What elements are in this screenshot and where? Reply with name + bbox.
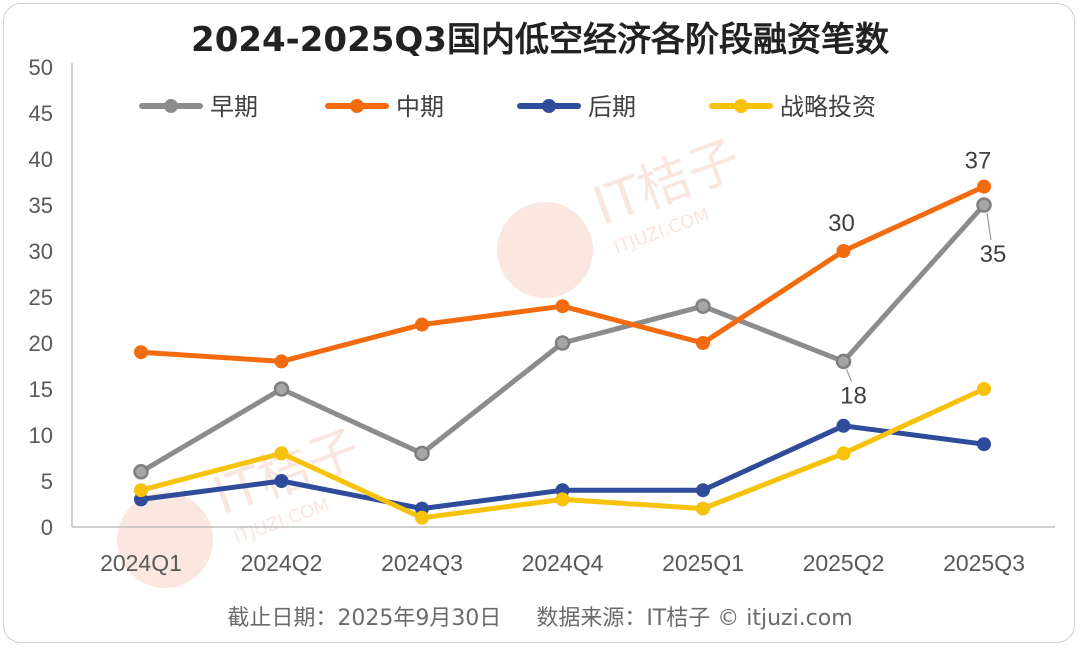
series-0 [133,197,992,480]
legend-label: 战略投资 [780,93,876,121]
legend-label: 中期 [396,93,444,121]
data-point [555,492,570,507]
y-tick-label: 50 [29,55,53,80]
annotation-group: 30 37 18 35 [828,148,1006,410]
data-label: 35 [980,241,1007,268]
data-point [696,501,710,516]
legend-marker [542,99,556,113]
y-tick-label: 30 [29,239,53,264]
data-label: 37 [965,148,992,175]
data-point [977,179,991,194]
legend-marker [164,99,178,113]
data-point [414,445,430,462]
data-label: 18 [840,382,867,409]
data-point [133,464,149,480]
data-point [555,299,570,314]
data-point [977,382,991,396]
y-tick-label: 45 [29,101,53,126]
x-tick-label: 2024Q2 [241,550,323,576]
y-tick-label: 20 [29,331,53,356]
data-point [134,483,148,498]
y-tick-label: 25 [29,285,53,310]
y-tick-label: 40 [29,147,53,172]
legend-item: 后期 [517,93,636,121]
x-tick-label: 2024Q3 [381,550,463,576]
data-point [273,381,290,397]
annotation-leader [986,212,992,241]
legend-item: 战略投资 [709,93,876,121]
data-point [695,298,711,314]
data-point [836,244,851,258]
data-point [696,483,710,498]
footer-date: 截止日期：2025年9月30日 [227,606,502,631]
series-3 [134,382,991,525]
x-tick-label: 2025Q1 [662,550,744,576]
data-point [835,353,852,370]
x-tick-label: 2025Q2 [803,550,885,576]
data-point [274,474,289,488]
y-tick-label: 15 [29,377,53,402]
series-group [133,179,992,525]
data-point [696,336,710,350]
chart-title: 2024-2025Q3国内低空经济各阶段融资笔数 [191,20,889,60]
y-tick-label: 5 [41,469,53,494]
data-point [836,418,851,433]
data-point [836,446,851,461]
legend-marker [734,99,748,113]
y-tick-label: 35 [29,193,53,218]
series-1 [134,179,991,369]
data-point [976,197,992,213]
watermark-logo-icon [117,492,213,588]
data-point [415,510,429,525]
data-label: 30 [828,210,855,237]
data-point [274,354,289,369]
legend-item: 早期 [139,93,258,121]
x-tick-label: 2025Q3 [943,550,1025,576]
data-point [415,317,429,332]
chart-card [3,3,1075,643]
footer: 截止日期：2025年9月30日 数据来源：IT桔子 © itjuzi.com [0,600,1080,632]
y-tick-label: 10 [29,423,53,448]
data-point [554,335,571,351]
legend-item: 中期 [325,93,444,121]
legend-label: 后期 [588,93,636,121]
annotation-leader [845,369,853,382]
legend-marker [350,99,364,113]
data-point [134,345,148,360]
y-tick-label: 0 [41,515,53,540]
watermark-logo-icon [497,202,593,298]
legend-label: 早期 [210,93,258,121]
axes-group: 0 5 10 15 20 25 30 35 40 45 50 2024Q1 2024Q2 2024Q3 20… [29,55,1055,576]
legend: 早期 中期 后期 战略投资 [139,93,876,121]
x-tick-label: 2024Q4 [522,550,604,576]
footer-source: 数据来源：IT桔子 © itjuzi.com [536,606,853,631]
data-point [977,437,991,452]
x-tick-label: 2024Q1 [100,550,182,576]
data-point [274,446,289,461]
